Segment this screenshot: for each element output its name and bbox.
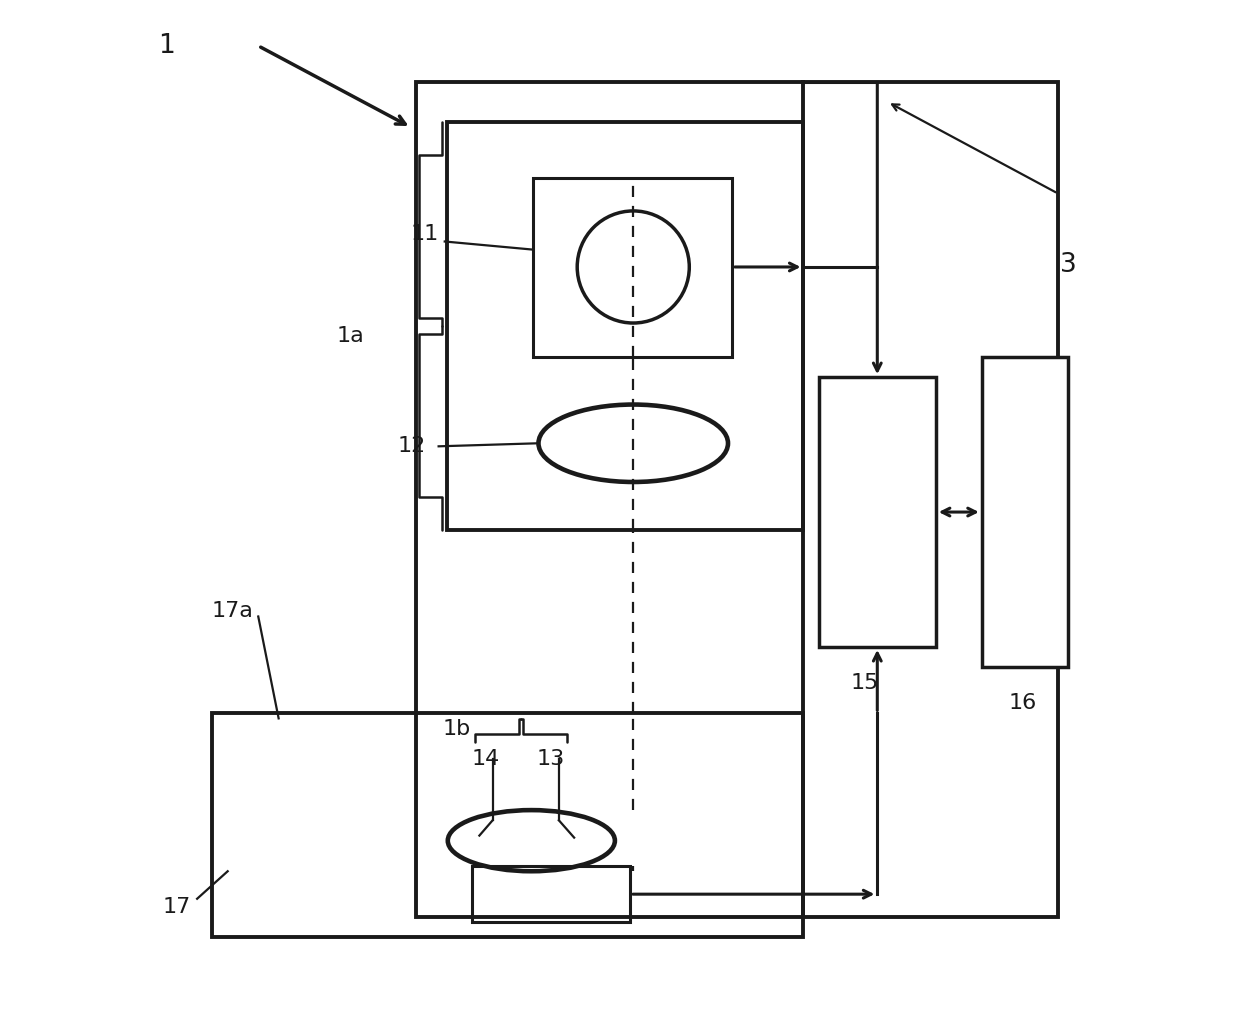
Bar (818, 377, 936, 647)
Text: 12: 12 (398, 436, 427, 457)
Text: 15: 15 (851, 673, 879, 693)
Text: 1: 1 (159, 33, 175, 59)
Text: 3: 3 (1060, 252, 1076, 278)
Text: 11: 11 (410, 224, 439, 245)
Bar (533, 178, 732, 357)
Bar (446, 122, 804, 530)
Bar (417, 82, 1058, 917)
Text: 17: 17 (162, 897, 191, 917)
Text: 14: 14 (471, 749, 500, 769)
Text: 13: 13 (537, 749, 565, 769)
Text: 17a: 17a (212, 601, 254, 622)
Bar (472, 866, 630, 922)
Bar (212, 713, 804, 937)
Text: 16: 16 (1008, 693, 1037, 713)
Text: 1a: 1a (336, 326, 363, 346)
Text: 1b: 1b (443, 718, 471, 739)
Bar (982, 357, 1069, 667)
